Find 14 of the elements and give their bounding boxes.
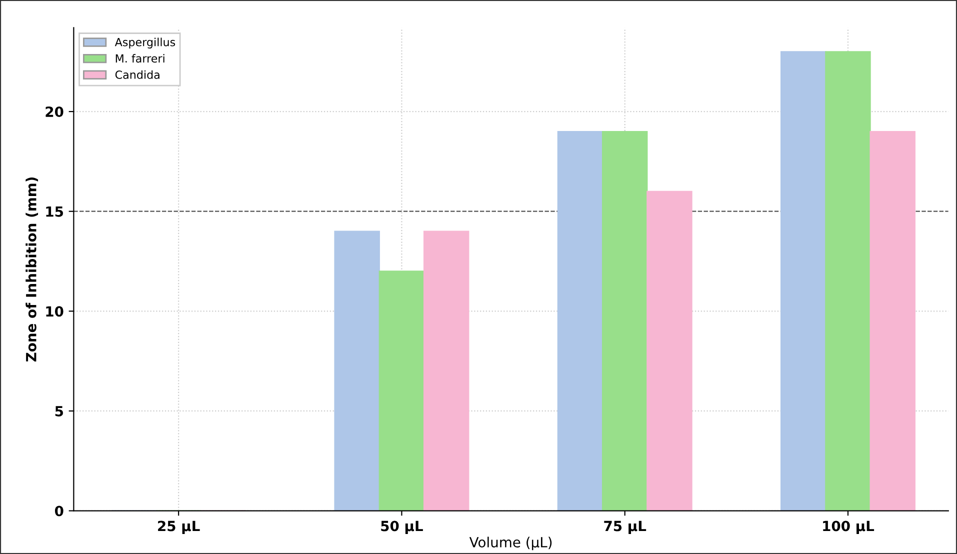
y-tick-label: 0 xyxy=(54,506,64,516)
y-tick-label: 20 xyxy=(46,106,64,118)
y-tick-label: 5 xyxy=(55,406,63,416)
x-tick-label: 50 µL xyxy=(381,520,423,534)
x-tick-label: 25 µL xyxy=(158,520,200,534)
legend-label: M. farreri xyxy=(116,54,164,63)
legend-label: Aspergillus xyxy=(114,38,176,48)
y-axis-title: Zone of Inhibition (mm) xyxy=(26,177,38,362)
x-axis-title: Volume (µL) xyxy=(469,536,552,550)
y-tick-label: 15 xyxy=(46,206,63,217)
x-tick-label: 75 µL xyxy=(604,520,646,534)
x-tick-label: 100 µL xyxy=(823,520,874,534)
y-tick-label: 10 xyxy=(46,306,64,317)
legend-label: Candida xyxy=(115,70,160,79)
